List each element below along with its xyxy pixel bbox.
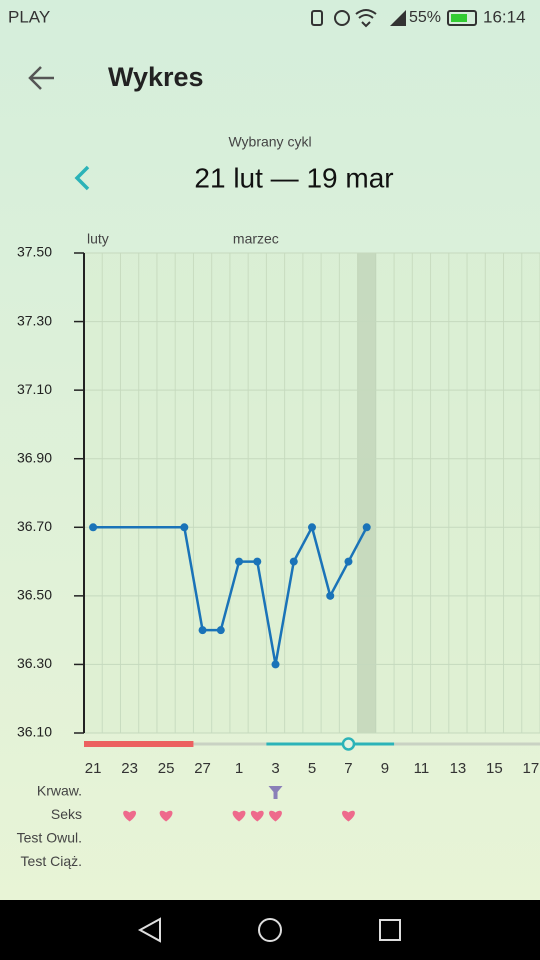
x-tick-label: 9 [381, 760, 389, 777]
x-tick-label: 13 [450, 760, 467, 777]
x-tick-label: 15 [486, 760, 503, 777]
heart-icon [159, 810, 173, 822]
cycle-caption: Wybrany cykl [228, 134, 311, 150]
x-tick-label: 27 [194, 760, 211, 777]
row-label: Seks [51, 806, 82, 822]
clock: 16:14 [483, 7, 526, 26]
temperature-line [93, 523, 368, 665]
nav-recents[interactable] [379, 919, 401, 941]
y-tick-label: 37.30 [17, 312, 52, 328]
month-label: luty [87, 231, 109, 247]
y-tick-label: 36.50 [17, 587, 52, 603]
row-label: Krwaw. [37, 783, 82, 799]
nav-bar [0, 900, 540, 960]
temperature-point [235, 557, 244, 566]
x-tick-label: 23 [121, 760, 138, 777]
x-tick-label: 17 [523, 760, 540, 777]
temperature-point [180, 523, 189, 532]
today-column [357, 253, 376, 733]
row-label: Test Ciąż. [21, 853, 82, 869]
heart-icon [269, 810, 282, 822]
y-tick-label: 37.50 [17, 244, 52, 260]
temperature-point [271, 660, 280, 669]
temperature-point [198, 626, 207, 635]
month-label: marzec [233, 231, 279, 247]
nav-back[interactable] [137, 917, 161, 943]
plot-area [84, 253, 540, 733]
heart-icon [232, 810, 246, 822]
y-tick-label: 36.10 [17, 724, 52, 740]
chart: 36.10 36.30 36.50 36.70 36.90 37.10 37.30 37.50… [17, 231, 540, 869]
heart-icon [342, 810, 355, 822]
x-tick-label: 7 [344, 760, 352, 777]
temperature-point [362, 523, 371, 532]
temperature-point [216, 626, 225, 635]
x-tick-label: 5 [308, 760, 316, 777]
heart-icon [250, 810, 264, 822]
status-icons [311, 9, 477, 28]
temperature-point [253, 557, 262, 566]
back-button[interactable] [28, 66, 54, 90]
cycle-range: 21 lut — 19 mar [194, 162, 393, 193]
temperature-point [326, 591, 335, 600]
x-tick-label: 3 [271, 760, 279, 777]
previous-cycle[interactable] [74, 165, 90, 191]
temperature-point [344, 557, 353, 566]
y-tick-label: 36.70 [17, 518, 52, 534]
page-title: Wykres [108, 62, 204, 92]
y-tick-label: 37.10 [17, 381, 52, 397]
temperature-point [89, 523, 98, 532]
y-tick-label: 36.90 [17, 449, 52, 465]
ovulation-marker [341, 737, 356, 751]
heart-icon [123, 810, 137, 822]
x-tick-label: 1 [235, 760, 243, 777]
temperature-point [308, 523, 316, 532]
y-tick-label: 36.30 [17, 655, 52, 671]
carrier: PLAY [8, 7, 50, 26]
temperature-point [289, 557, 298, 566]
battery-level: 55% [409, 9, 441, 26]
bleeding-icon [268, 786, 283, 799]
x-tick-label: 21 [85, 760, 102, 777]
nav-home[interactable] [258, 918, 282, 942]
row-label: Test Owul. [17, 830, 82, 846]
x-tick-label: 11 [414, 760, 430, 777]
x-tick-label: 25 [158, 760, 175, 777]
